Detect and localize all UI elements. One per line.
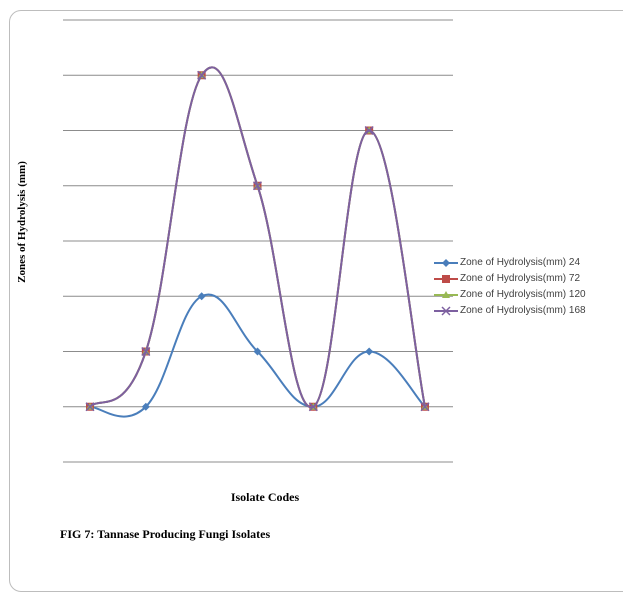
series-72 (86, 66, 429, 411)
series-line-72 (89, 66, 426, 408)
legend-label-72: Zone of Hydrolysis(mm) 72 (460, 273, 581, 284)
legend-swatch-24 (434, 259, 458, 267)
gridlines (63, 19, 453, 463)
legend-swatch-168 (434, 306, 458, 316)
data-point-168-3 (197, 70, 207, 80)
figure-caption: FIG 7: Tannase Producing Fungi Isolates (60, 527, 271, 541)
series-line-24 (89, 293, 426, 418)
series-line-168 (89, 66, 426, 408)
legend: Zone of Hydrolysis(mm) 24 Zone of Hydrol… (433, 255, 623, 319)
legend-item-72: Zone of Hydrolysis(mm) 72 (433, 271, 623, 287)
data-point-168-5 (308, 402, 318, 412)
legend-swatch-120 (434, 291, 458, 298)
data-point-168-6 (364, 125, 374, 136)
data-point-168-4 (252, 181, 263, 191)
data-point-24-4 (253, 347, 262, 356)
data-point-24-6 (365, 347, 374, 356)
legend-marker (442, 259, 450, 267)
data-point-168-1 (85, 402, 95, 412)
series-24 (86, 292, 429, 418)
legend-marker (442, 291, 450, 298)
legend-label-168: Zone of Hydrolysis(mm) 168 (460, 305, 586, 316)
data-point-168-2 (141, 346, 151, 357)
legend-label-24: Zone of Hydrolysis(mm) 24 (460, 257, 581, 268)
x-axis-label: Isolate Codes (230, 490, 300, 504)
series-line-120 (89, 66, 426, 408)
data-point-24-3 (197, 292, 206, 301)
data-point-168-7 (420, 402, 430, 412)
legend-item-24: Zone of Hydrolysis(mm) 24 (433, 255, 623, 271)
series-layer (85, 66, 430, 418)
legend-label-120: Zone of Hydrolysis(mm) 120 (460, 289, 586, 300)
chart-canvas (63, 19, 453, 463)
legend-item-168: Zone of Hydrolysis(mm) 168 (433, 303, 623, 319)
legend-item-120: Zone of Hydrolysis(mm) 120 (433, 287, 623, 303)
legend-swatch-72 (434, 275, 458, 283)
legend-marker (441, 306, 451, 316)
series-168 (85, 66, 430, 412)
y-axis-label: Zones of Hydrolysis (mm) (16, 161, 28, 283)
legend-marker (442, 275, 450, 283)
series-120 (86, 66, 429, 410)
data-point-24-2 (141, 402, 150, 411)
chart-frame (9, 10, 623, 592)
